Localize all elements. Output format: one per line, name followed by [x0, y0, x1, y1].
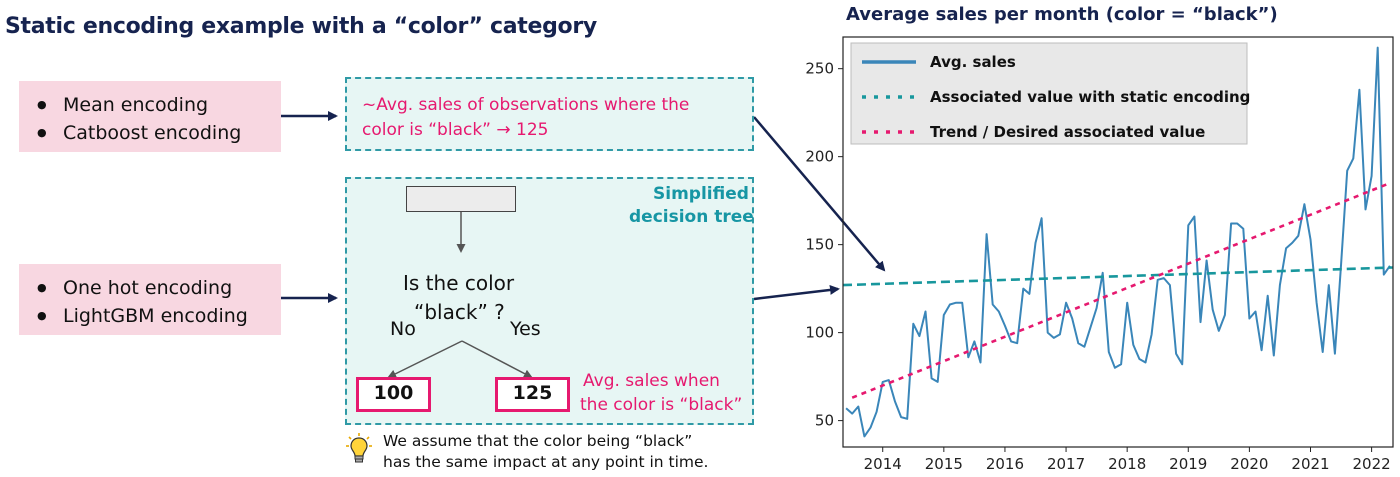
leaf-yes-value: 125 — [495, 377, 570, 412]
x-tick-label: 2014 — [864, 455, 902, 473]
arrow-tree-to-chart — [753, 284, 840, 301]
x-tick-label: 2020 — [1230, 455, 1268, 473]
encoding-item: Mean encoding — [37, 91, 281, 119]
static-encoding-line1: ~Avg. sales of observations where the — [362, 95, 690, 115]
branch-no-label: No — [390, 318, 416, 340]
trend-line — [851, 181, 1391, 399]
x-tick-label: 2021 — [1291, 455, 1329, 473]
y-tick-label: 200 — [805, 148, 834, 166]
x-tick-label: 2018 — [1108, 455, 1146, 473]
static-encoding-box: ~Avg. sales of observations where the co… — [345, 77, 754, 151]
encoding-item: LightGBM encoding — [37, 302, 281, 330]
assumption-line1: We assume that the color being “black” — [383, 432, 693, 450]
x-tick-label: 2016 — [986, 455, 1024, 473]
y-tick-label: 100 — [805, 324, 834, 342]
assumption-line2: has the same impact at any point in time… — [383, 453, 709, 471]
chart-title: Average sales per month (color = “black”… — [846, 4, 1278, 25]
leaf-no-value: 100 — [356, 377, 431, 412]
branch-yes-label: Yes — [510, 318, 541, 340]
plot-frame — [842, 36, 1394, 448]
chart-legend — [850, 42, 1248, 145]
y-tick-label: 50 — [815, 412, 834, 430]
page-title: Static encoding example with a “color” c… — [5, 14, 597, 39]
encoding-item: One hot encoding — [37, 274, 281, 302]
encoding-group-2: One hot encoding LightGBM encoding — [19, 264, 281, 335]
edge-yes — [461, 340, 533, 378]
sales-series-line — [845, 46, 1391, 438]
x-tick-label: 2017 — [1047, 455, 1085, 473]
tree-question-line2: “black” ? — [414, 300, 505, 324]
lightbulb-icon — [346, 433, 372, 463]
edge-no — [387, 340, 463, 378]
static-encoding-line — [843, 266, 1393, 287]
legend-label: Trend / Desired associated value — [930, 123, 1205, 141]
x-tick-label: 2022 — [1353, 455, 1391, 473]
legend-label: Associated value with static encoding — [930, 88, 1250, 106]
y-tick-label: 250 — [805, 60, 834, 78]
tree-label-line1: Simplified — [653, 184, 749, 204]
encoding-group-1: Mean encoding Catboost encoding — [19, 81, 281, 152]
leaf-note-line2: the color is “black” — [580, 395, 743, 415]
tree-question-line1: Is the color — [403, 271, 515, 295]
leaf-note-line1: Avg. sales when — [583, 371, 720, 391]
tree-root-node — [406, 186, 516, 212]
x-tick-label: 2015 — [925, 455, 963, 473]
tree-label-line2: decision tree — [629, 207, 754, 227]
legend-label: Avg. sales — [930, 53, 1016, 71]
encoding-item: Catboost encoding — [37, 119, 281, 147]
arrow-static-to-chart — [753, 116, 886, 272]
x-tick-label: 2019 — [1169, 455, 1207, 473]
y-tick-label: 150 — [805, 236, 834, 254]
static-encoding-line2: color is “black” → 125 — [362, 120, 549, 140]
